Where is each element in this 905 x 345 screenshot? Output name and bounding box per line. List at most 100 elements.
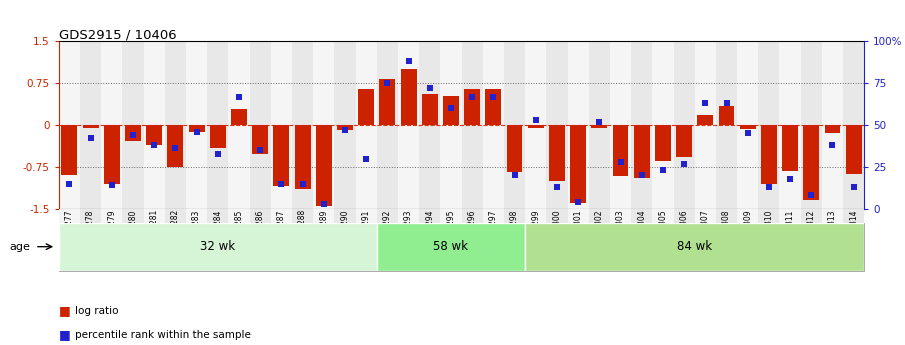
Bar <box>737 41 758 209</box>
Bar <box>525 209 547 223</box>
Text: GSM97305: GSM97305 <box>659 209 667 251</box>
Text: 32 wk: 32 wk <box>200 240 235 253</box>
Bar <box>313 209 334 223</box>
Text: GSM97281: GSM97281 <box>149 209 158 250</box>
Bar <box>59 209 80 223</box>
Text: GSM97314: GSM97314 <box>849 209 858 250</box>
Bar <box>716 41 737 209</box>
Bar <box>525 223 864 271</box>
Text: GSM97308: GSM97308 <box>722 209 731 250</box>
Bar <box>271 209 292 223</box>
Bar <box>739 125 756 129</box>
Text: GSM97313: GSM97313 <box>828 209 837 250</box>
Bar <box>188 125 205 132</box>
Text: GSM97312: GSM97312 <box>806 209 815 250</box>
Bar <box>482 41 504 209</box>
Text: GSM97298: GSM97298 <box>510 209 519 250</box>
Bar <box>273 125 290 186</box>
Text: 84 wk: 84 wk <box>677 240 712 253</box>
Bar <box>207 41 228 209</box>
Bar <box>653 209 673 223</box>
Text: GSM97296: GSM97296 <box>468 209 477 250</box>
Bar <box>316 125 332 206</box>
Bar <box>82 125 99 128</box>
Text: GSM97284: GSM97284 <box>214 209 223 250</box>
Bar <box>419 41 441 209</box>
Bar <box>186 41 207 209</box>
Bar <box>761 125 776 184</box>
Bar <box>398 41 419 209</box>
Bar <box>443 96 459 125</box>
Text: GSM97277: GSM97277 <box>65 209 74 250</box>
Text: GSM97300: GSM97300 <box>552 209 561 251</box>
Bar <box>122 41 144 209</box>
Bar <box>144 209 165 223</box>
Bar <box>207 209 228 223</box>
Bar <box>716 209 737 223</box>
Bar <box>779 41 801 209</box>
Bar <box>165 41 186 209</box>
Text: GSM97282: GSM97282 <box>171 209 180 250</box>
Bar <box>698 115 713 125</box>
Bar <box>334 41 356 209</box>
Text: GSM97297: GSM97297 <box>489 209 498 250</box>
Text: GSM97307: GSM97307 <box>700 209 710 251</box>
Text: GDS2915 / 10406: GDS2915 / 10406 <box>59 28 176 41</box>
Bar <box>462 41 482 209</box>
Bar <box>337 125 353 129</box>
Text: ■: ■ <box>59 304 71 317</box>
Bar <box>591 125 607 128</box>
Bar <box>482 209 504 223</box>
Bar <box>570 125 586 203</box>
Bar <box>634 125 650 178</box>
Bar <box>610 41 631 209</box>
Text: GSM97309: GSM97309 <box>743 209 752 251</box>
Bar <box>525 41 547 209</box>
Text: GSM97302: GSM97302 <box>595 209 604 250</box>
Text: GSM97288: GSM97288 <box>298 209 307 250</box>
Bar <box>271 41 292 209</box>
Bar <box>719 106 735 125</box>
Bar <box>613 125 628 176</box>
Text: GSM97283: GSM97283 <box>192 209 201 250</box>
Bar <box>210 125 225 148</box>
Bar <box>80 41 101 209</box>
Text: GSM97295: GSM97295 <box>446 209 455 250</box>
Bar <box>843 209 864 223</box>
Bar <box>80 209 101 223</box>
Bar <box>782 125 798 171</box>
Bar <box>441 41 462 209</box>
Text: GSM97311: GSM97311 <box>786 209 795 250</box>
Bar <box>292 209 313 223</box>
Bar <box>147 125 162 145</box>
Bar <box>758 209 779 223</box>
Text: GSM97279: GSM97279 <box>108 209 117 250</box>
Bar <box>250 41 271 209</box>
Text: percentile rank within the sample: percentile rank within the sample <box>75 330 251 339</box>
Bar <box>252 125 268 154</box>
Text: ■: ■ <box>59 328 71 341</box>
Bar <box>419 209 441 223</box>
Bar <box>376 223 525 271</box>
Text: GSM97293: GSM97293 <box>404 209 413 250</box>
Bar <box>231 109 247 125</box>
Text: GSM97286: GSM97286 <box>256 209 264 250</box>
Bar <box>822 209 843 223</box>
Bar <box>441 209 462 223</box>
Text: GSM97290: GSM97290 <box>340 209 349 250</box>
Bar <box>801 41 822 209</box>
Bar <box>295 125 310 189</box>
Bar <box>356 41 376 209</box>
Bar <box>462 209 482 223</box>
Bar <box>165 209 186 223</box>
Text: GSM97303: GSM97303 <box>616 209 625 251</box>
Text: GSM97304: GSM97304 <box>637 209 646 251</box>
Bar <box>358 89 374 125</box>
Text: GSM97285: GSM97285 <box>234 209 243 250</box>
Text: GSM97301: GSM97301 <box>574 209 583 250</box>
Bar <box>334 209 356 223</box>
Text: age: age <box>9 242 30 252</box>
Bar <box>846 125 862 174</box>
Bar <box>779 209 801 223</box>
Bar <box>610 209 631 223</box>
